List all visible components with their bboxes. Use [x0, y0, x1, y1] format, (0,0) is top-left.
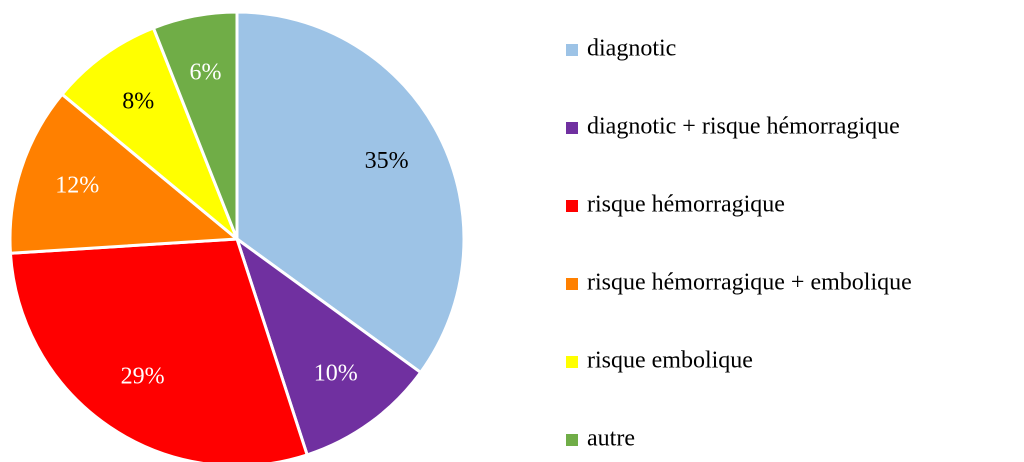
legend-swatch — [566, 122, 578, 134]
legend-label: diagnotic + risque hémorragique — [587, 114, 900, 140]
pie-slice — [59, 25, 239, 241]
legend-swatch — [566, 278, 578, 290]
legend-swatch — [566, 200, 578, 212]
slice-label: 10% — [314, 360, 358, 386]
legend-label: diagnotic — [587, 36, 676, 62]
pie-slice — [235, 10, 466, 375]
legend-swatch — [566, 44, 578, 56]
legend-label: risque embolique — [587, 348, 753, 374]
slice-label: 35% — [365, 148, 409, 174]
legend-swatch — [566, 434, 578, 446]
pie-slice — [8, 92, 241, 255]
legend-swatch — [566, 356, 578, 368]
slice-label: 29% — [121, 363, 165, 389]
legend-label: autre — [587, 426, 635, 452]
slice-label: 6% — [190, 59, 222, 85]
slice-label: 8% — [122, 89, 154, 115]
pie-slice — [151, 10, 239, 240]
slice-label: 12% — [55, 173, 99, 199]
legend-label: risque hémorragique — [587, 192, 785, 218]
legend-label: risque hémorragique + embolique — [587, 270, 912, 296]
pie-slice — [234, 235, 423, 457]
pie-slice — [8, 237, 310, 462]
